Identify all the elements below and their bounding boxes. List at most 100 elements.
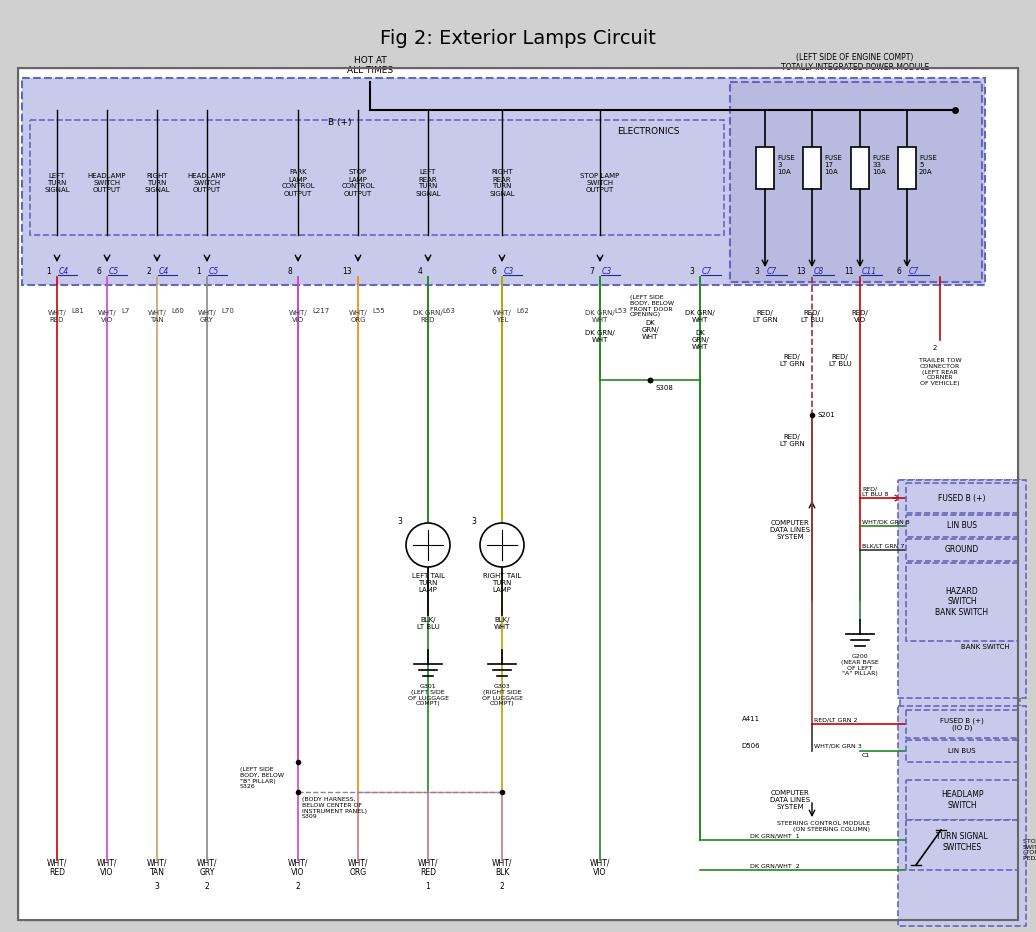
Text: Fig 2: Exterior Lamps Circuit: Fig 2: Exterior Lamps Circuit xyxy=(380,29,656,48)
Text: WHT/
RED: WHT/ RED xyxy=(418,858,438,877)
Text: RED/
LT BLU: RED/ LT BLU xyxy=(801,310,824,323)
Text: S201: S201 xyxy=(818,412,836,418)
Text: RED/
VIO: RED/ VIO xyxy=(852,310,868,323)
Text: STOP LAMP
SWITCH
OUTPUT: STOP LAMP SWITCH OUTPUT xyxy=(580,173,620,193)
Text: RIGHT
TURN
SIGNAL: RIGHT TURN SIGNAL xyxy=(144,173,170,193)
Text: WHT/
VIO: WHT/ VIO xyxy=(97,310,116,323)
Text: ELECTRONICS: ELECTRONICS xyxy=(617,127,680,136)
Text: DK GRN/
WHT: DK GRN/ WHT xyxy=(685,310,715,323)
Text: G200
(NEAR BASE
OF LEFT
"A" PILLAR): G200 (NEAR BASE OF LEFT "A" PILLAR) xyxy=(841,654,879,677)
Text: 2: 2 xyxy=(146,267,151,277)
Text: L70: L70 xyxy=(221,308,234,314)
Text: C8: C8 xyxy=(814,267,825,277)
Text: STOP LAMP
SWITCH
(TOP OF BRAKE
PEDAL ASSEMBLY): STOP LAMP SWITCH (TOP OF BRAKE PEDAL ASS… xyxy=(1023,839,1036,861)
Circle shape xyxy=(406,523,450,567)
Text: 13: 13 xyxy=(342,267,352,277)
Text: WHT/
BLK: WHT/ BLK xyxy=(492,858,512,877)
Text: 1: 1 xyxy=(47,267,51,277)
Text: DK GRN/
WHT: DK GRN/ WHT xyxy=(585,330,615,343)
Text: L63: L63 xyxy=(442,308,455,314)
Text: RED/
LT GRN: RED/ LT GRN xyxy=(780,353,804,366)
Text: DK
GRN/
WHT: DK GRN/ WHT xyxy=(641,320,659,340)
Text: 13: 13 xyxy=(797,267,806,277)
Text: C4: C4 xyxy=(159,267,169,277)
Text: C1: C1 xyxy=(862,753,870,758)
Text: DK
GRN/
WHT: DK GRN/ WHT xyxy=(691,330,709,350)
Text: DK GRN/WHT  1: DK GRN/WHT 1 xyxy=(750,833,800,838)
FancyBboxPatch shape xyxy=(906,780,1018,820)
Text: L217: L217 xyxy=(312,308,329,314)
Text: WHT/
VIO: WHT/ VIO xyxy=(289,310,308,323)
Text: GROUND: GROUND xyxy=(945,545,979,555)
Text: FUSED B (+): FUSED B (+) xyxy=(939,494,985,502)
Bar xyxy=(906,820,1018,870)
Text: 2: 2 xyxy=(932,345,938,351)
FancyBboxPatch shape xyxy=(22,78,985,285)
Text: COMPUTER
DATA LINES
SYSTEM: COMPUTER DATA LINES SYSTEM xyxy=(770,520,810,540)
Text: 11: 11 xyxy=(844,267,854,277)
Bar xyxy=(898,147,916,189)
Text: L53: L53 xyxy=(614,308,627,314)
Text: (BODY HARNESS,
BELOW CENTER OF
INSTRUMENT PANEL)
S309: (BODY HARNESS, BELOW CENTER OF INSTRUMEN… xyxy=(303,797,367,819)
FancyBboxPatch shape xyxy=(730,82,982,282)
Text: L60: L60 xyxy=(171,308,183,314)
Text: 4: 4 xyxy=(418,267,422,277)
FancyBboxPatch shape xyxy=(906,483,1018,513)
FancyBboxPatch shape xyxy=(898,480,1026,698)
FancyBboxPatch shape xyxy=(906,539,1018,561)
Text: RED/
LT GRN: RED/ LT GRN xyxy=(752,310,777,323)
Text: C7: C7 xyxy=(702,267,713,277)
Text: 2: 2 xyxy=(499,882,505,891)
Text: B (+): B (+) xyxy=(328,118,352,127)
Text: BANK SWITCH: BANK SWITCH xyxy=(961,644,1010,650)
Text: DK GRN/
RED: DK GRN/ RED xyxy=(413,310,442,323)
Text: 1: 1 xyxy=(426,882,430,891)
Text: 3: 3 xyxy=(754,267,759,277)
Bar xyxy=(756,147,774,189)
Text: STEERING CONTROL MODULE
(ON STEERING COLUMN): STEERING CONTROL MODULE (ON STEERING COL… xyxy=(777,821,870,832)
Text: G301
(LEFT SIDE
OF LUGGAGE
COMPT): G301 (LEFT SIDE OF LUGGAGE COMPT) xyxy=(407,684,449,706)
Text: RED/
LT GRN: RED/ LT GRN xyxy=(780,433,804,446)
Text: WHT/DK GRN 8: WHT/DK GRN 8 xyxy=(862,519,910,524)
Text: RIGHT TAIL
TURN
LAMP: RIGHT TAIL TURN LAMP xyxy=(483,573,521,593)
Text: HOT AT
ALL TIMES: HOT AT ALL TIMES xyxy=(347,56,393,75)
Text: BLK/LT GRN 7: BLK/LT GRN 7 xyxy=(862,543,904,548)
Text: L55: L55 xyxy=(372,308,384,314)
Text: LEFT
REAR
TURN
SIGNAL: LEFT REAR TURN SIGNAL xyxy=(415,170,440,197)
Bar xyxy=(851,147,869,189)
Text: C7: C7 xyxy=(767,267,777,277)
Text: HAZARD
SWITCH
BANK SWITCH: HAZARD SWITCH BANK SWITCH xyxy=(936,587,988,617)
Text: L62: L62 xyxy=(516,308,528,314)
Text: (LEFT SIDE OF ENGINE COMPT)
TOTALLY INTEGRATED POWER MODULE: (LEFT SIDE OF ENGINE COMPT) TOTALLY INTE… xyxy=(781,52,929,72)
Text: RIGHT
REAR
TURN
SIGNAL: RIGHT REAR TURN SIGNAL xyxy=(489,170,515,197)
Text: C4: C4 xyxy=(59,267,69,277)
FancyBboxPatch shape xyxy=(906,563,1018,641)
Text: WHT/
TAN: WHT/ TAN xyxy=(147,310,167,323)
Text: BLK/
LT BLU: BLK/ LT BLU xyxy=(416,617,439,630)
Text: WHT/
GRY: WHT/ GRY xyxy=(197,858,218,877)
Text: RED/
LT BLU 8: RED/ LT BLU 8 xyxy=(862,487,889,497)
Text: BLK/
WHT: BLK/ WHT xyxy=(494,617,510,630)
Text: TRAILER TOW
CONNECTOR
(LEFT REAR
CORNER
OF VEHICLE): TRAILER TOW CONNECTOR (LEFT REAR CORNER … xyxy=(919,358,961,386)
Circle shape xyxy=(480,523,524,567)
Text: 3: 3 xyxy=(471,516,476,526)
Text: WHT/DK GRN 3: WHT/DK GRN 3 xyxy=(814,744,862,749)
Bar xyxy=(803,147,821,189)
Text: WHT/
TAN: WHT/ TAN xyxy=(147,858,167,877)
Text: WHT/
VIO: WHT/ VIO xyxy=(288,858,309,877)
Text: WHT/
RED: WHT/ RED xyxy=(47,858,67,877)
Text: WHT/
ORG: WHT/ ORG xyxy=(348,858,368,877)
Text: 3: 3 xyxy=(397,516,402,526)
Text: LIN BUS: LIN BUS xyxy=(948,748,976,754)
Text: L7: L7 xyxy=(121,308,130,314)
Text: 3: 3 xyxy=(154,882,160,891)
Text: C5: C5 xyxy=(209,267,220,277)
Text: RED/
LT BLU: RED/ LT BLU xyxy=(829,353,852,366)
Text: 8: 8 xyxy=(287,267,292,277)
Text: 1: 1 xyxy=(196,267,201,277)
Text: HEADLAMP
SWITCH
OUTPUT: HEADLAMP SWITCH OUTPUT xyxy=(188,173,226,193)
FancyBboxPatch shape xyxy=(30,120,724,235)
Text: HEADLAMP
SWITCH
OUTPUT: HEADLAMP SWITCH OUTPUT xyxy=(88,173,126,193)
Text: FUSED B (+)
(IO D): FUSED B (+) (IO D) xyxy=(940,717,984,731)
FancyBboxPatch shape xyxy=(900,480,1020,910)
